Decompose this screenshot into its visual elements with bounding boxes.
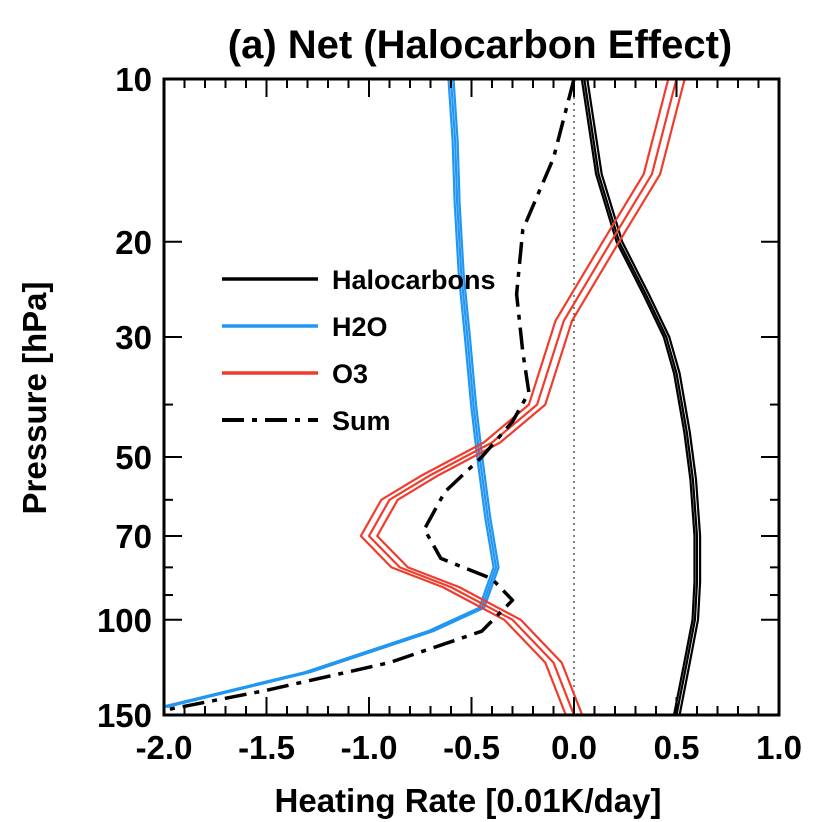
series-line-halocarbons-2 — [580, 79, 696, 715]
x-tick-label: 0.5 — [654, 729, 700, 766]
y-tick-label: 100 — [97, 602, 152, 639]
series-o3 — [359, 79, 686, 715]
legend: Halocarbons H2O O3 Sum — [222, 265, 496, 436]
series-line-o3-2 — [359, 79, 670, 715]
x-tick-label: -1.5 — [238, 729, 295, 766]
chart-title: (a) Net (Halocarbon Effect) — [228, 23, 733, 67]
y-axis-label: Pressure [hPa] — [16, 282, 53, 515]
y-tick-label: 150 — [97, 697, 152, 734]
legend-label-o3: O3 — [332, 359, 368, 389]
y-tick-label: 30 — [115, 319, 152, 356]
series-line-h2o-2 — [164, 79, 495, 708]
series-line-halocarbons-1 — [586, 79, 702, 715]
x-tick-label: 0.0 — [551, 729, 597, 766]
legend-label-halocarbons: Halocarbons — [332, 265, 496, 295]
x-axis-label: Heating Rate [0.01K/day] — [275, 782, 662, 819]
y-tick-label: 50 — [115, 439, 152, 476]
legend-label-h2o: H2O — [332, 312, 388, 342]
series-layer — [164, 79, 702, 715]
series-h2o — [164, 79, 500, 709]
series-halocarbons — [580, 79, 702, 715]
series-line-h2o-0 — [164, 79, 498, 709]
series-line-sum-0 — [164, 79, 576, 713]
x-tick-label: -0.5 — [443, 729, 500, 766]
series-sum — [164, 79, 576, 713]
series-line-o3-0 — [367, 79, 678, 715]
axes: -2.0 -1.5 -1.0 -0.5 0.0 0.5 1.0 10 20 30 50 70 100 15… — [97, 61, 802, 766]
x-tick-label: -1.0 — [341, 729, 398, 766]
y-tick-label: 70 — [115, 518, 152, 555]
series-line-h2o-1 — [166, 79, 500, 709]
y-tick-label: 10 — [115, 61, 152, 98]
y-tick-label: 20 — [115, 224, 152, 261]
x-tick-label: 1.0 — [756, 729, 802, 766]
series-line-o3-1 — [376, 79, 686, 715]
x-tick-label: -2.0 — [136, 729, 193, 766]
legend-label-sum: Sum — [332, 406, 391, 436]
